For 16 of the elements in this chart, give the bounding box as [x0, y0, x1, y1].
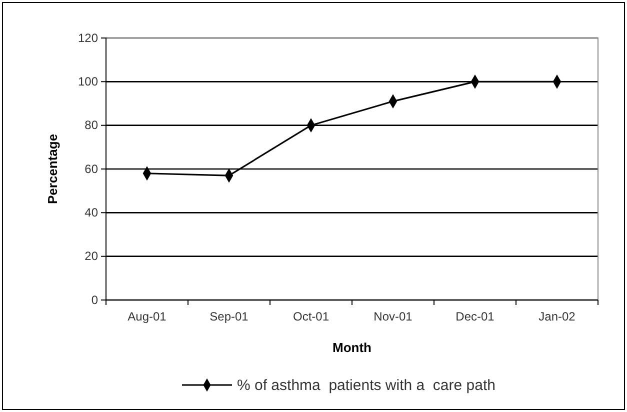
y-axis-title: Percentage — [45, 134, 60, 204]
x-tick-label: Aug-01 — [128, 310, 167, 324]
y-tick-label: 100 — [78, 74, 98, 89]
x-tick-label: Jan-02 — [538, 310, 576, 324]
legend-label: % of asthma patients with a care path — [237, 377, 496, 394]
y-tick-label: 80 — [84, 118, 98, 132]
y-tick-label: 60 — [84, 162, 98, 176]
y-tick-label: 20 — [84, 249, 98, 264]
x-axis-title: Month — [332, 340, 372, 355]
x-tick-label: Nov-01 — [374, 310, 413, 324]
x-tick-label: Dec-01 — [456, 310, 495, 324]
x-tick-label: Sep-01 — [210, 310, 249, 324]
y-tick-label: 40 — [84, 206, 98, 220]
y-tick-label: 120 — [78, 30, 98, 45]
y-tick-label: 0 — [91, 292, 98, 307]
x-tick-label: Oct-01 — [292, 310, 330, 324]
